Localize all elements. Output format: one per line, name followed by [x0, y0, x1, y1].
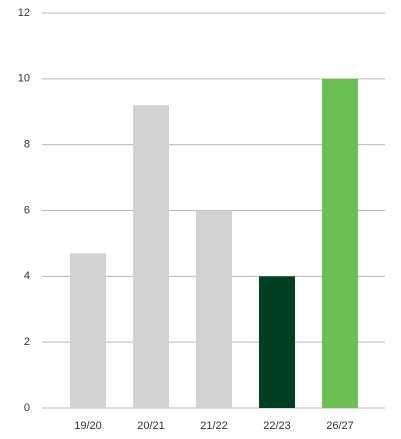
x-tick-label: 21/22 [200, 420, 228, 432]
x-tick-label: 20/21 [137, 420, 165, 432]
y-tick-label: 4 [24, 270, 30, 282]
x-tick-label: 22/23 [263, 420, 291, 432]
bar [133, 105, 169, 409]
bar [259, 276, 295, 408]
y-tick-label: 2 [24, 336, 30, 348]
x-tick-label: 26/27 [326, 420, 354, 432]
bar [322, 78, 358, 408]
y-tick-label: 12 [18, 7, 30, 19]
bar [196, 210, 232, 408]
y-tick-label: 8 [24, 139, 30, 151]
y-tick-label: 0 [24, 402, 30, 414]
y-tick-label: 10 [18, 73, 30, 85]
bar [70, 253, 106, 408]
x-tick-label: 19/20 [74, 420, 102, 432]
y-tick-label: 6 [24, 204, 30, 216]
